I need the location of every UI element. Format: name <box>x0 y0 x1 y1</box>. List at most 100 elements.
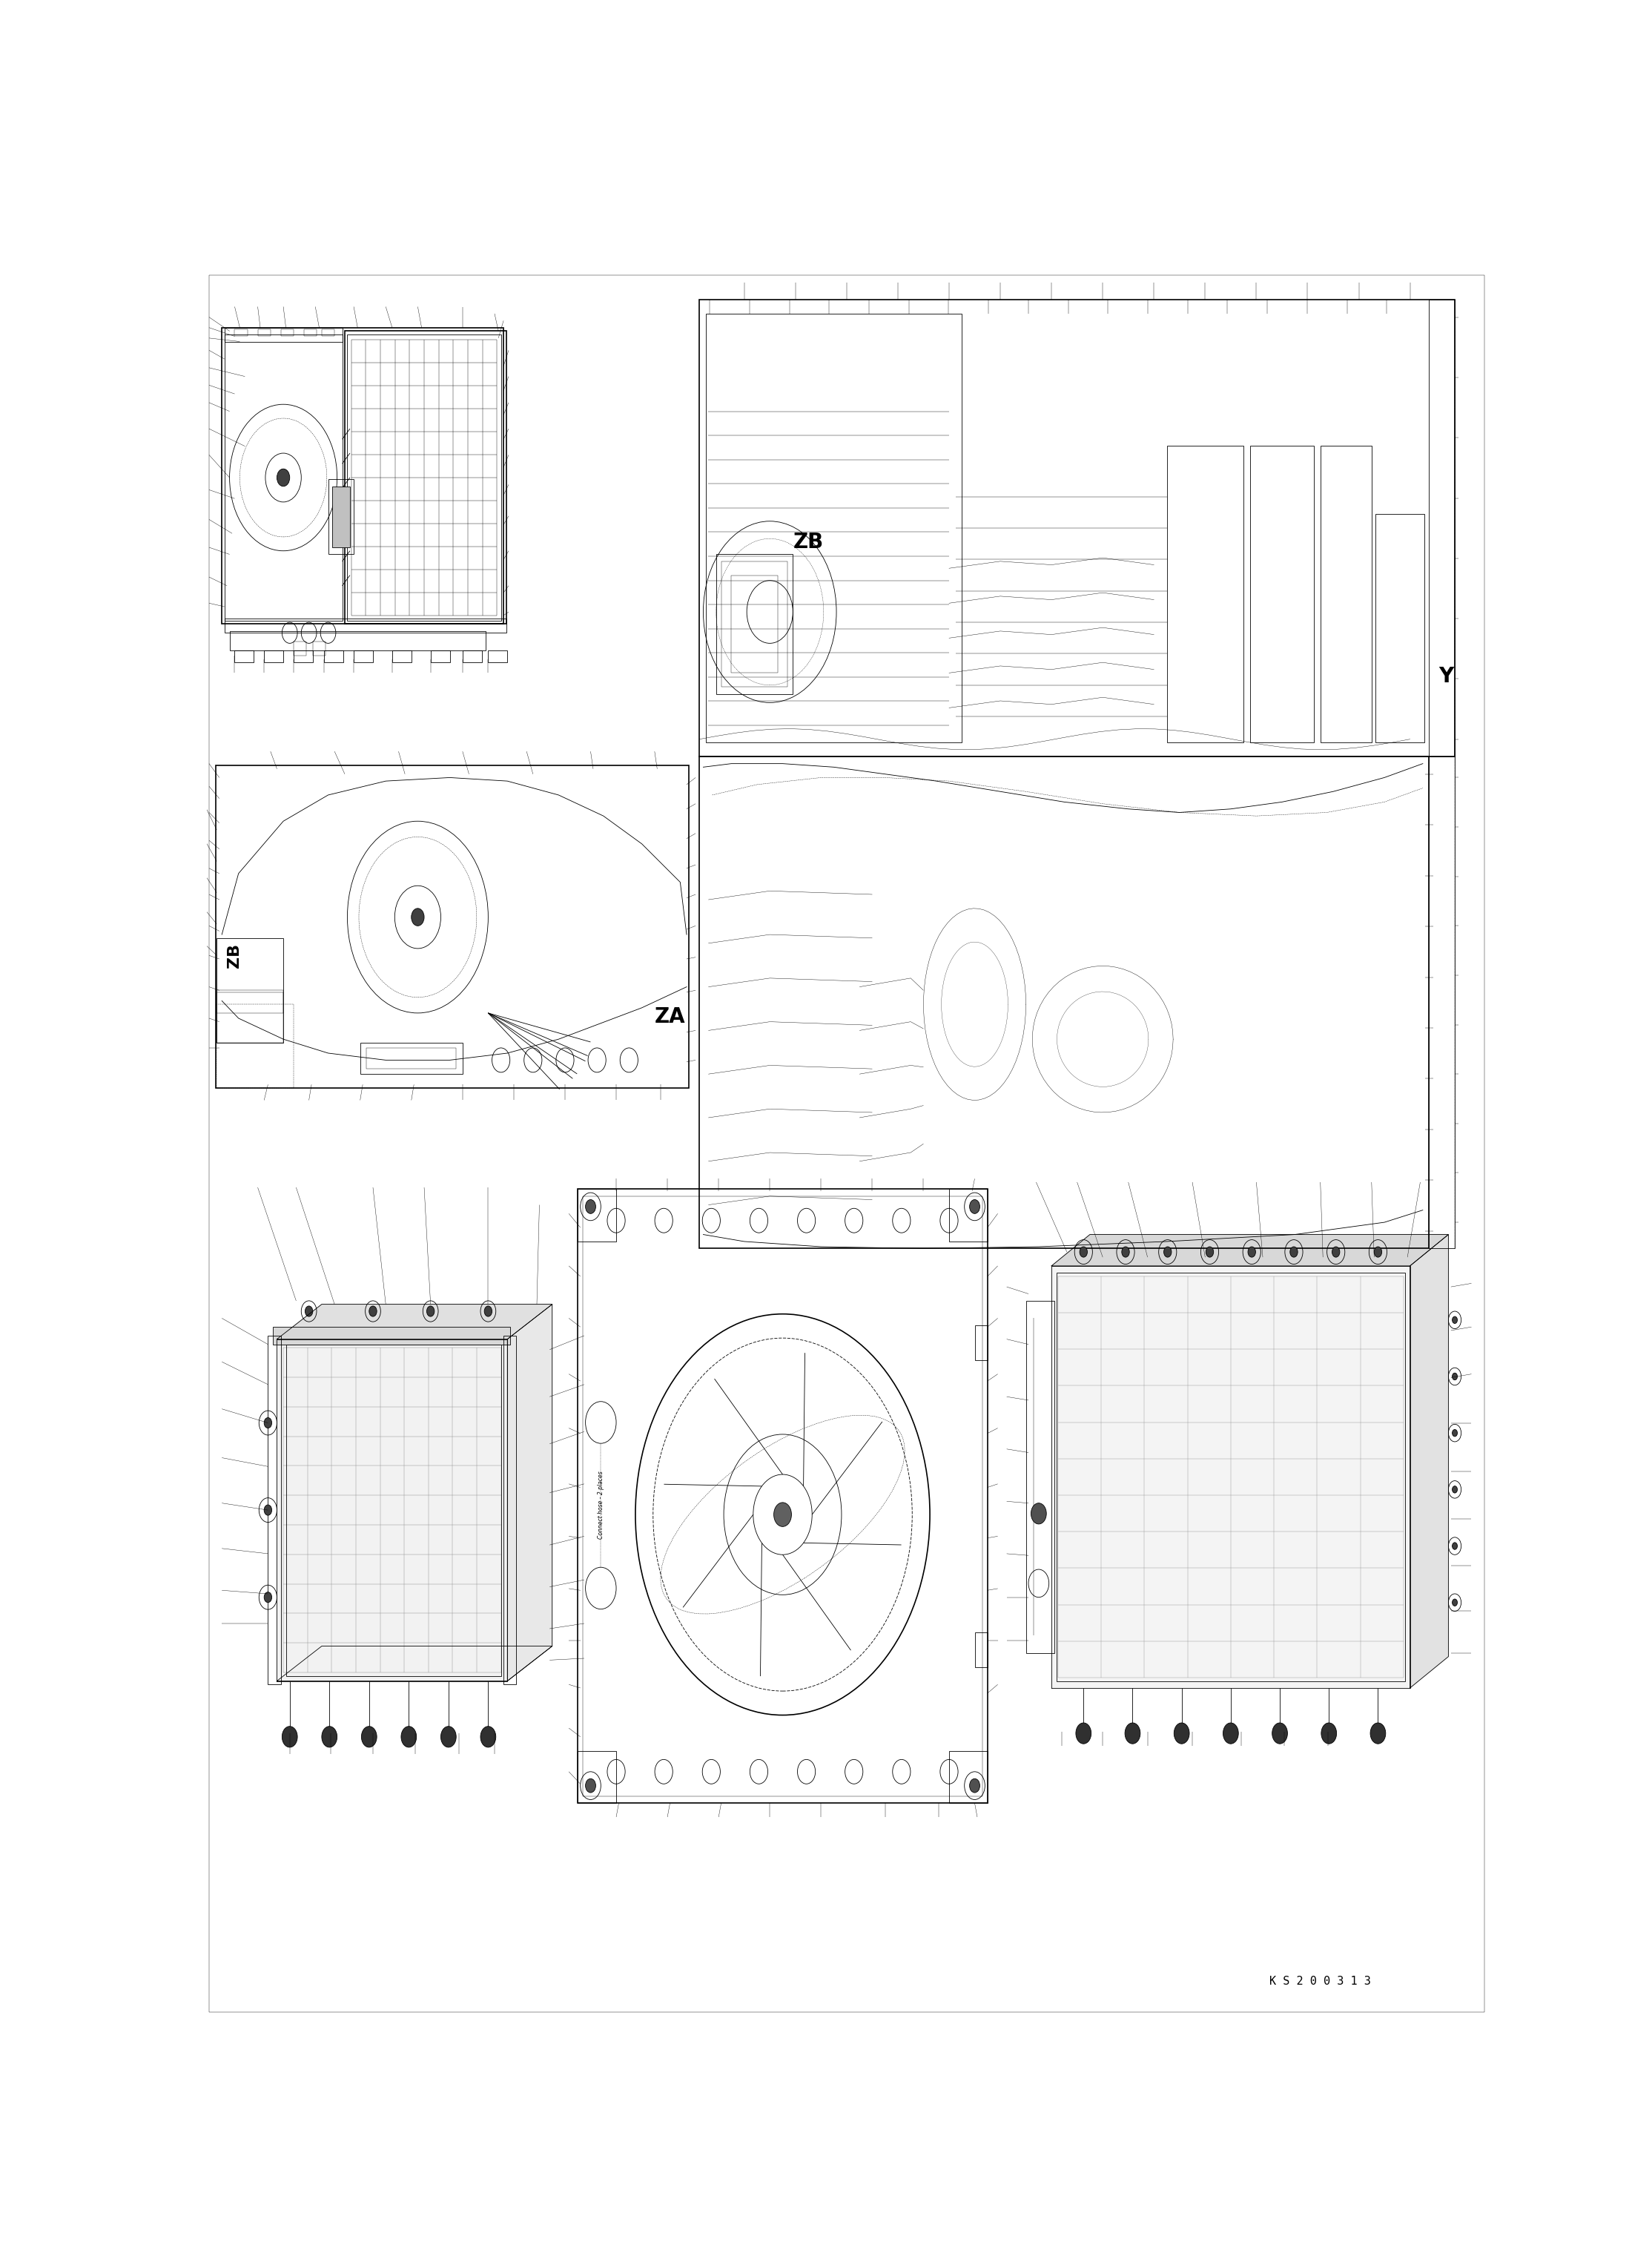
Circle shape <box>1206 1246 1214 1257</box>
Bar <box>699 757 1429 1248</box>
Bar <box>216 992 284 1012</box>
Circle shape <box>1452 1373 1457 1379</box>
Bar <box>583 1196 983 1796</box>
Bar <box>230 632 486 650</box>
Bar <box>431 650 449 661</box>
Bar <box>578 1751 616 1803</box>
Bar <box>1251 446 1313 743</box>
Bar <box>722 562 788 686</box>
Polygon shape <box>507 1305 552 1681</box>
Circle shape <box>1175 1724 1189 1744</box>
Text: Y: Y <box>1439 666 1454 686</box>
Bar <box>578 1189 988 1803</box>
Bar <box>235 650 254 661</box>
Text: ZB: ZB <box>228 942 243 967</box>
Circle shape <box>1332 1246 1340 1257</box>
Circle shape <box>264 1592 273 1604</box>
Bar <box>699 299 1455 757</box>
Bar <box>264 650 284 661</box>
Circle shape <box>1080 1246 1087 1257</box>
Bar <box>225 335 342 621</box>
Polygon shape <box>278 1305 552 1339</box>
Circle shape <box>282 1726 297 1746</box>
Circle shape <box>1374 1246 1381 1257</box>
Bar <box>504 1336 517 1685</box>
Circle shape <box>278 469 289 487</box>
Bar <box>216 990 284 1042</box>
Circle shape <box>481 1726 496 1746</box>
Bar <box>1376 514 1424 743</box>
Circle shape <box>773 1502 791 1527</box>
Bar <box>392 650 411 661</box>
Bar <box>294 641 306 655</box>
Bar <box>324 650 344 661</box>
Bar <box>367 1049 456 1069</box>
Circle shape <box>1370 1724 1386 1744</box>
Bar <box>1429 757 1455 1248</box>
Polygon shape <box>278 1339 507 1681</box>
Bar <box>268 1336 281 1685</box>
Circle shape <box>1272 1724 1287 1744</box>
Circle shape <box>264 1504 273 1515</box>
Bar <box>1320 446 1371 743</box>
Circle shape <box>1452 1599 1457 1606</box>
Text: K S 2 0 0 3 1 3: K S 2 0 0 3 1 3 <box>1270 1975 1371 1986</box>
Bar <box>221 328 504 625</box>
Bar <box>345 331 506 625</box>
Circle shape <box>1031 1504 1046 1524</box>
Bar <box>948 1189 988 1241</box>
Bar <box>360 1042 463 1074</box>
Bar <box>225 618 506 632</box>
Circle shape <box>1163 1246 1171 1257</box>
Circle shape <box>368 1307 377 1316</box>
Bar <box>216 938 284 1042</box>
Circle shape <box>264 1418 273 1429</box>
Bar <box>948 1751 988 1803</box>
Bar <box>1166 446 1244 743</box>
Circle shape <box>585 1200 596 1214</box>
Bar <box>304 328 317 335</box>
Bar <box>347 335 501 621</box>
Bar <box>578 1189 616 1241</box>
Circle shape <box>484 1307 492 1316</box>
Bar <box>294 650 312 661</box>
Bar <box>463 650 482 661</box>
Bar <box>258 328 271 335</box>
Circle shape <box>1452 1486 1457 1493</box>
Bar <box>286 1345 501 1676</box>
Bar <box>225 328 342 342</box>
Circle shape <box>401 1726 416 1746</box>
Polygon shape <box>1052 1266 1411 1687</box>
Circle shape <box>1222 1724 1239 1744</box>
Circle shape <box>411 908 425 926</box>
Circle shape <box>1452 1542 1457 1549</box>
Bar <box>715 555 793 693</box>
Bar <box>1026 1300 1054 1653</box>
Bar <box>215 766 689 1087</box>
Circle shape <box>1247 1246 1256 1257</box>
Bar <box>281 328 294 335</box>
Circle shape <box>426 1307 434 1316</box>
Bar <box>322 328 334 335</box>
Bar <box>489 650 507 661</box>
Bar <box>312 641 325 655</box>
Text: ZA: ZA <box>654 1006 686 1026</box>
Bar <box>975 1633 988 1667</box>
Circle shape <box>1290 1246 1298 1257</box>
Circle shape <box>970 1200 980 1214</box>
Circle shape <box>362 1726 377 1746</box>
Circle shape <box>1452 1316 1457 1323</box>
Text: Connect hose - 2 places: Connect hose - 2 places <box>598 1470 605 1538</box>
Bar <box>705 313 961 743</box>
Bar <box>273 1327 510 1345</box>
Circle shape <box>322 1726 337 1746</box>
Bar <box>329 480 354 555</box>
Bar <box>216 1003 294 1087</box>
Circle shape <box>1452 1429 1457 1436</box>
Circle shape <box>585 1778 596 1792</box>
Circle shape <box>970 1778 980 1792</box>
Circle shape <box>1322 1724 1336 1744</box>
Bar <box>332 487 350 548</box>
Bar <box>235 328 248 335</box>
Polygon shape <box>1052 1234 1449 1266</box>
